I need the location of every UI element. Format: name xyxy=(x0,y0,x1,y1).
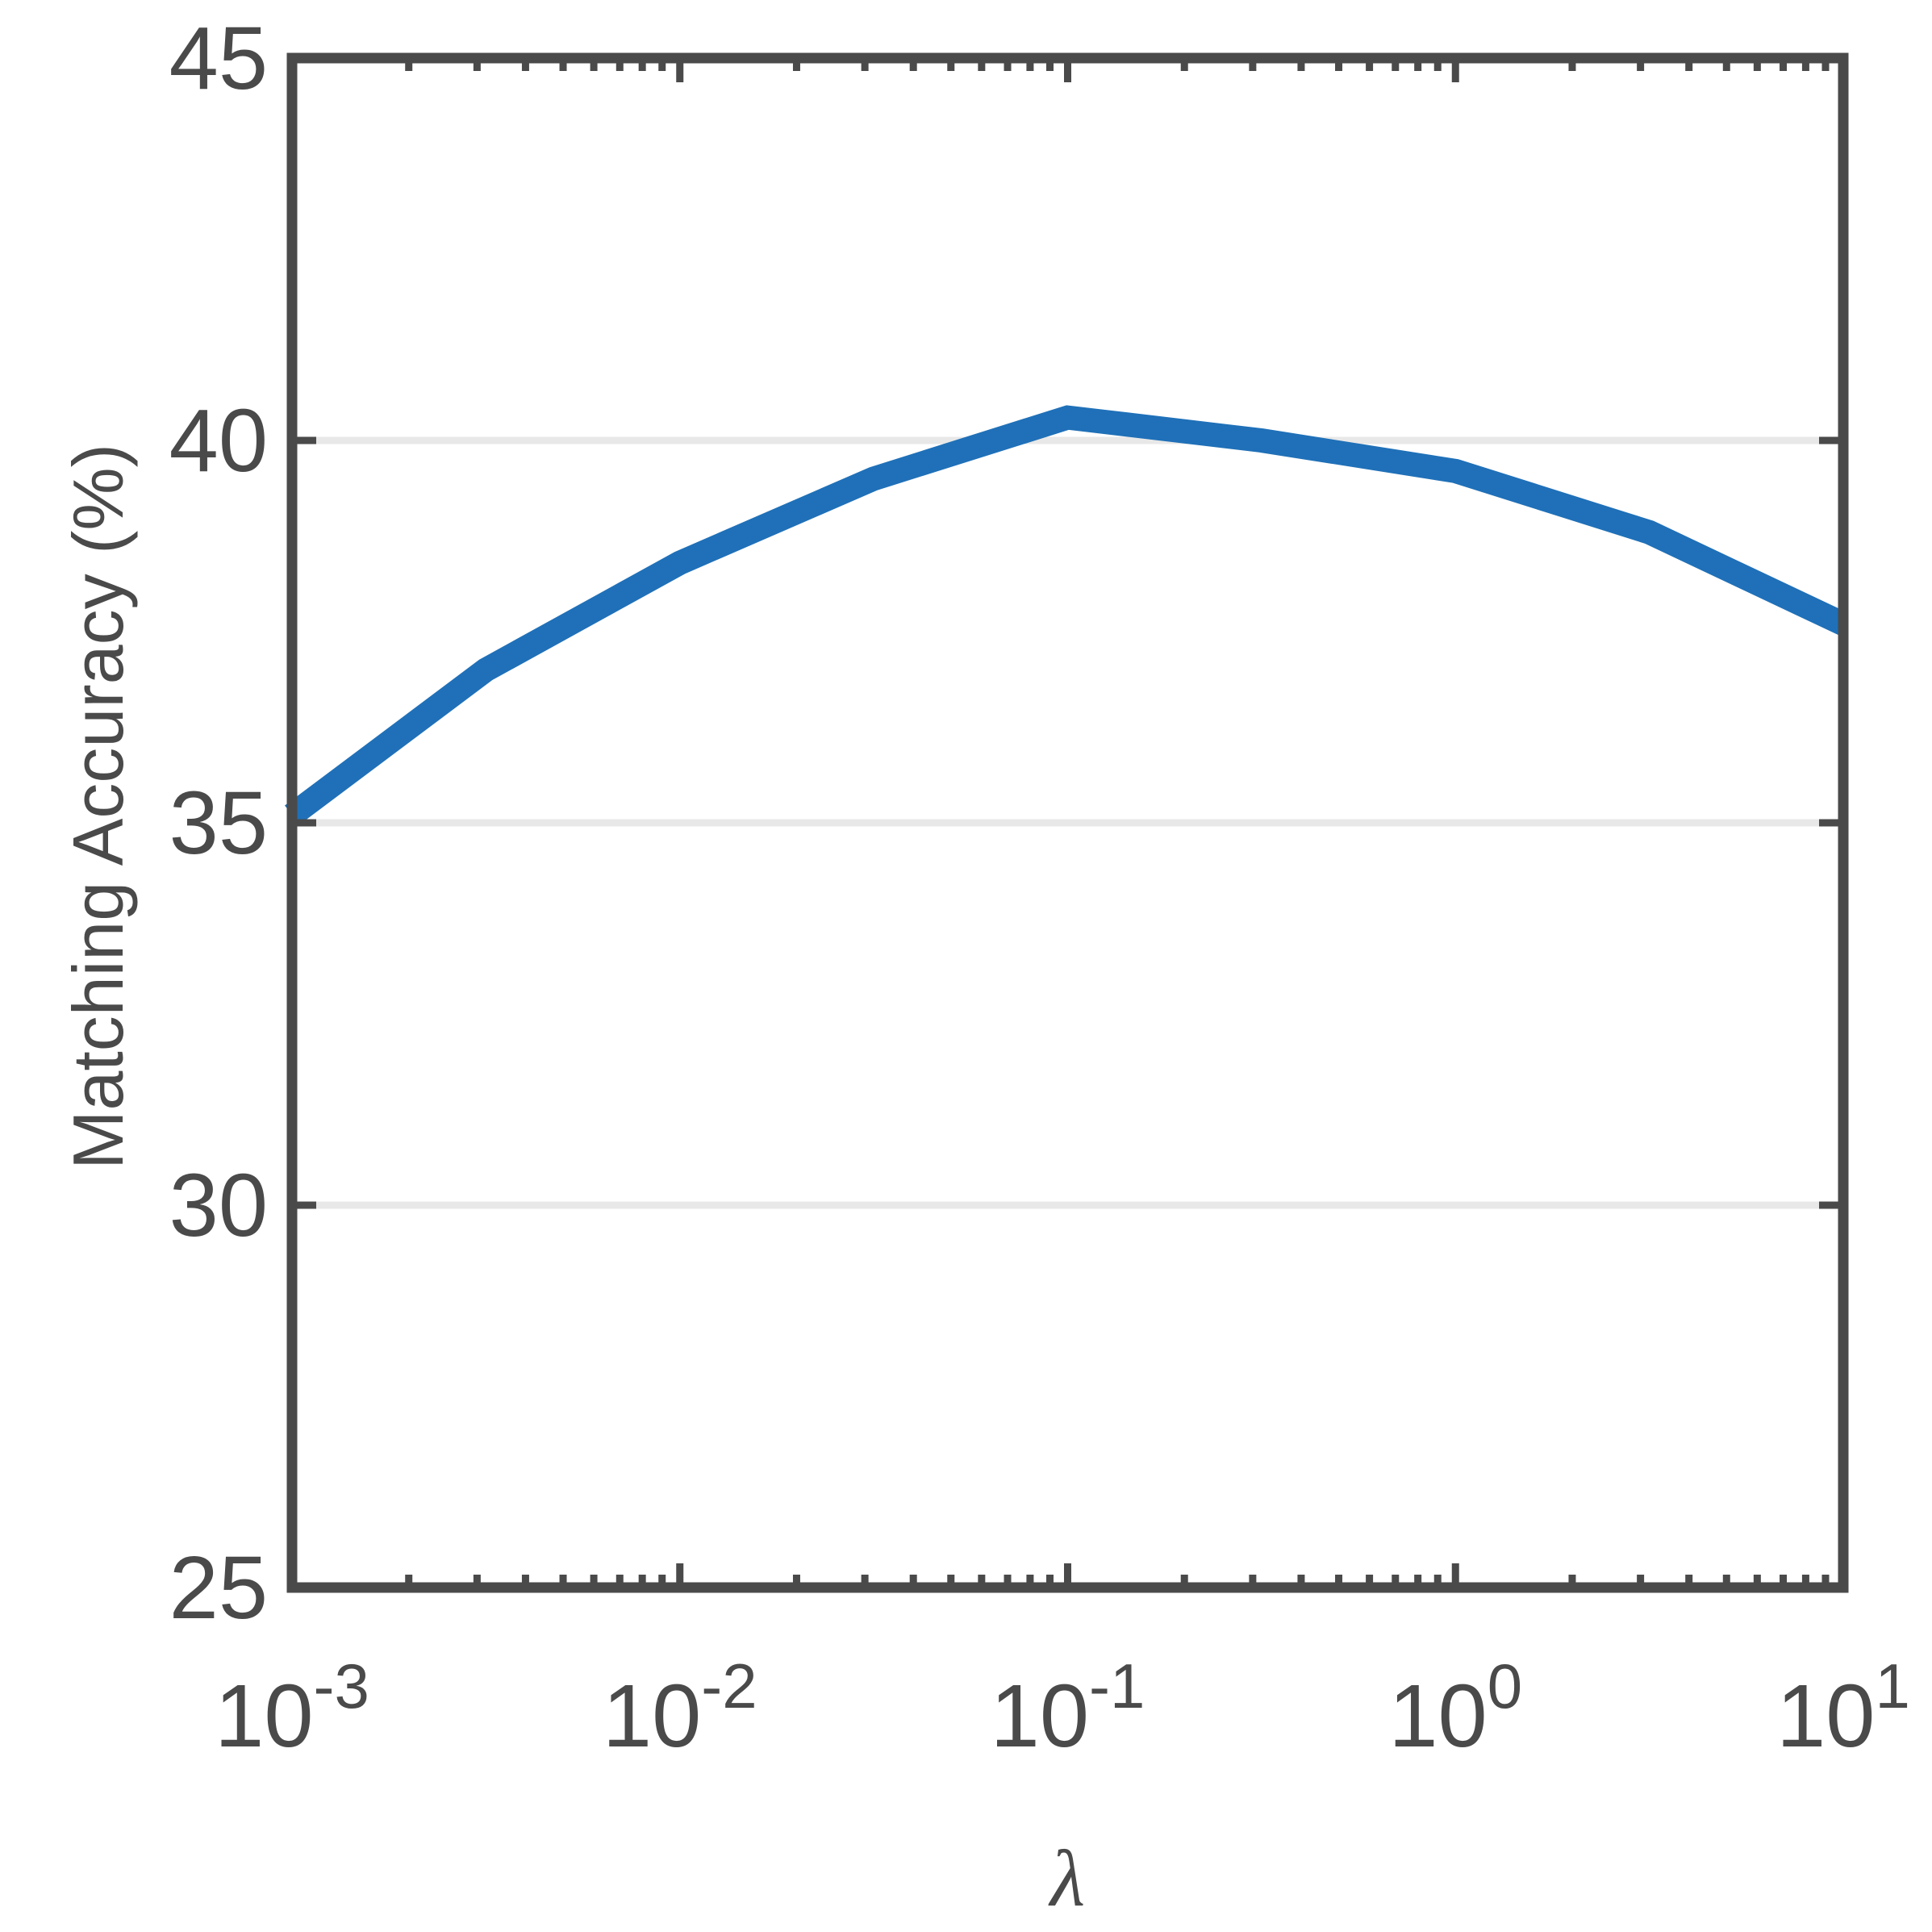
plot-frame xyxy=(286,52,1849,1593)
x-tick-label: 10-1 xyxy=(991,1650,1145,1766)
series-layer xyxy=(285,405,1849,825)
series-line-0 xyxy=(285,405,1849,825)
x-tick-label: 101 xyxy=(1776,1650,1910,1766)
y-tick-labels: 25 30 35 40 45 xyxy=(169,9,268,1638)
x-tick-label: 10-3 xyxy=(215,1650,369,1766)
y-axis-title: Matching Accuracy (%) xyxy=(58,444,138,1170)
x-tick-label: 10-2 xyxy=(603,1650,757,1766)
y-tick-label-40: 40 xyxy=(169,391,268,490)
y-tick-label-30: 30 xyxy=(169,1156,268,1255)
y-tick-label-25: 25 xyxy=(169,1538,268,1638)
x-tick-labels: 10-3 10-2 10-1 100 101 xyxy=(215,1650,1910,1766)
y-tick-label-45: 45 xyxy=(169,9,268,108)
grid-lines xyxy=(292,436,1843,1209)
x-tick-label: 100 xyxy=(1388,1650,1522,1766)
x-axis-title: λ xyxy=(1048,1834,1085,1923)
y-tick-label-35: 35 xyxy=(169,774,268,873)
